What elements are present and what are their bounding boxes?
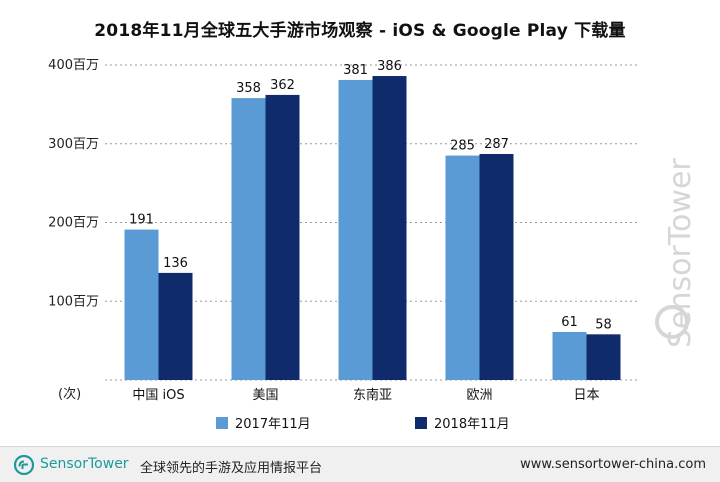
data-labels: 191 136 358 362 381 386 285 287 61 58 [129,59,612,332]
bar [372,76,407,381]
data-label: 58 [595,317,612,332]
legend-label: 2018年11月 [434,417,510,432]
x-axis-labels: 中国 iOS 美国 东南亚 欧洲 日本 [132,387,599,403]
y-unit-label: (次) [58,386,81,402]
x-tick-label: 日本 [573,388,599,403]
watermark-logo-icon [655,305,689,339]
y-tick-label: 200百万 [48,216,99,231]
data-label: 285 [450,139,475,154]
data-label: 61 [561,315,578,330]
footer-bar: SensorTower 全球领先的手游及应用情报平台 www.sensortow… [0,446,720,482]
sensortower-logo-icon [14,455,34,475]
bar [586,334,621,380]
y-axis: 100百万 200百万 300百万 400百万 (次) [48,58,99,402]
legend-swatch [415,417,427,429]
data-label: 136 [163,256,188,271]
legend-label: 2017年11月 [235,417,311,432]
legend-swatch [216,417,228,429]
bar [265,94,300,381]
y-tick-label: 100百万 [48,294,99,309]
grid-lines [105,64,640,381]
footer-url: www.sensortower-china.com [520,457,706,472]
data-label: 358 [236,81,261,96]
x-tick-label: 中国 iOS [132,388,184,403]
data-label: 191 [129,213,154,228]
watermark: SensorTower [663,158,698,348]
footer-brand-light: Tower [88,456,129,472]
footer-slogan: 全球领先的手游及应用情报平台 [140,461,323,476]
x-tick-label: 东南亚 [353,387,392,403]
bar [338,79,373,381]
legend: 2017年11月 2018年11月 [216,417,510,432]
footer-brand-bold: Sensor [40,456,88,472]
y-tick-label: 400百万 [48,58,99,73]
bar [479,153,514,380]
x-tick-label: 欧洲 [466,388,492,403]
data-label: 287 [484,137,509,152]
bar-chart: 100百万 200百万 300百万 400百万 (次) 191 136 358 362 381 3… [48,58,698,432]
data-label: 362 [270,78,295,93]
bars [124,76,621,381]
chart-title: 2018年11月全球五大手游市场观察 - iOS & Google Play 下… [94,21,626,41]
footer-brand: SensorTower [40,456,129,472]
data-label: 386 [377,59,402,74]
bar [552,331,587,380]
bar [158,272,193,380]
bar [231,98,266,380]
bar [124,229,159,380]
data-label: 381 [343,63,368,78]
x-tick-label: 美国 [252,388,278,403]
y-tick-label: 300百万 [48,137,99,152]
bar [445,155,480,380]
